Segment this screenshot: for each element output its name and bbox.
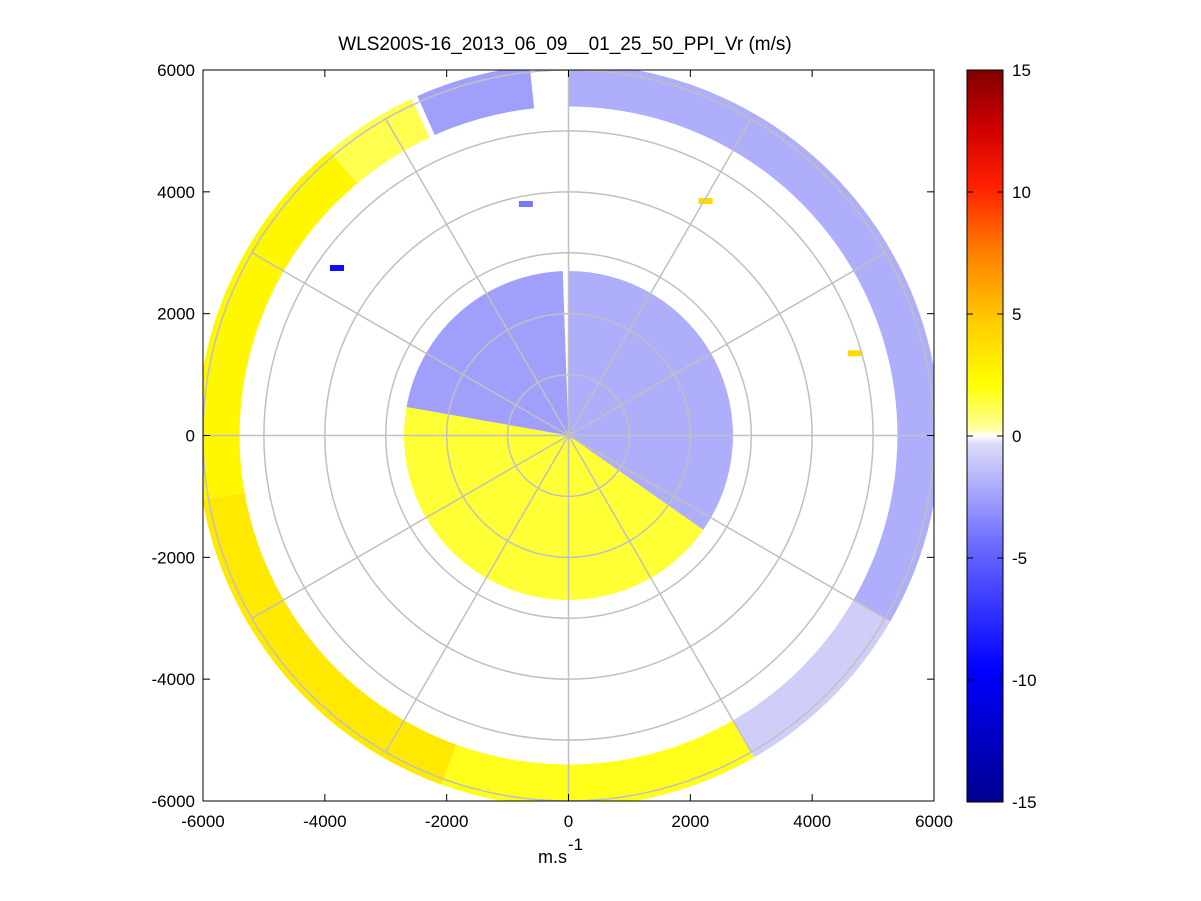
sector-outer-6 [203,492,456,785]
axis-ticks: -6000 -4000 -2000 0 2000 4000 6000 6000 4000 2000… [152,61,953,831]
y-tick-label-1: 4000 [157,183,195,202]
x-tick-label-0: -6000 [181,812,224,831]
sector-inner-0 [568,271,733,530]
sector-inner-1 [404,406,704,600]
chart-title: WLS200S-16_2013_06_09__01_25_50_PPI_Vr (… [338,34,792,55]
colorbar-ticks: 15 10 5 0 -5 -10 -15 [967,61,1037,812]
grid-spoke-2 [568,252,886,437]
colorbar-tick-label-0: 15 [1012,61,1031,80]
grid-spoke-11 [385,118,570,436]
grid-spoke-1 [567,118,752,436]
sector-outer-4 [732,599,891,758]
colorbar-tick-label-3: 0 [1012,427,1021,446]
x-tick-label-2: -2000 [425,812,468,831]
sector-outer-5 [441,720,755,801]
x-axis-label-exponent: -1 [568,835,583,854]
grid-spoke-8 [251,434,569,619]
isolated-cell-3 [847,350,862,357]
isolated-cell-1 [518,201,533,208]
sector-outer-3 [568,70,934,622]
x-tick-label-5: 4000 [793,812,831,831]
polar-grid [203,70,934,801]
sector-outer-9 [417,70,535,135]
grid-spoke-5 [567,435,752,753]
x-tick-label-4: 2000 [671,812,709,831]
x-tick-label-6: 6000 [915,812,953,831]
sector-inner-2 [406,271,569,436]
y-tick-label-4: -2000 [152,548,195,567]
isolated-cell-0 [330,264,345,271]
grid-spoke-4 [568,434,886,619]
sector-outer-7 [203,150,358,500]
grid-spoke-7 [385,435,570,753]
colorbar-tick-label-2: 5 [1012,305,1021,324]
isolated-cell-2 [698,197,713,204]
data-layer [203,70,934,801]
y-tick-label-6: -6000 [152,792,195,811]
colorbar-tick-label-1: 10 [1012,183,1031,202]
y-tick-label-5: -4000 [152,670,195,689]
colorbar-tick-label-5: -10 [1012,671,1037,690]
x-tick-label-3: 0 [564,812,573,831]
colorbar-tick-label-6: -15 [1012,793,1037,812]
y-tick-label-3: 0 [186,427,195,446]
y-tick-label-2: 2000 [157,305,195,324]
x-axis-label: m.s [538,847,567,867]
sector-outer-8 [329,98,430,184]
y-tick-label-0: 6000 [157,61,195,80]
grid-spoke-10 [251,252,569,437]
colorbar-tick-label-4: -5 [1012,549,1027,568]
x-tick-label-1: -4000 [303,812,346,831]
